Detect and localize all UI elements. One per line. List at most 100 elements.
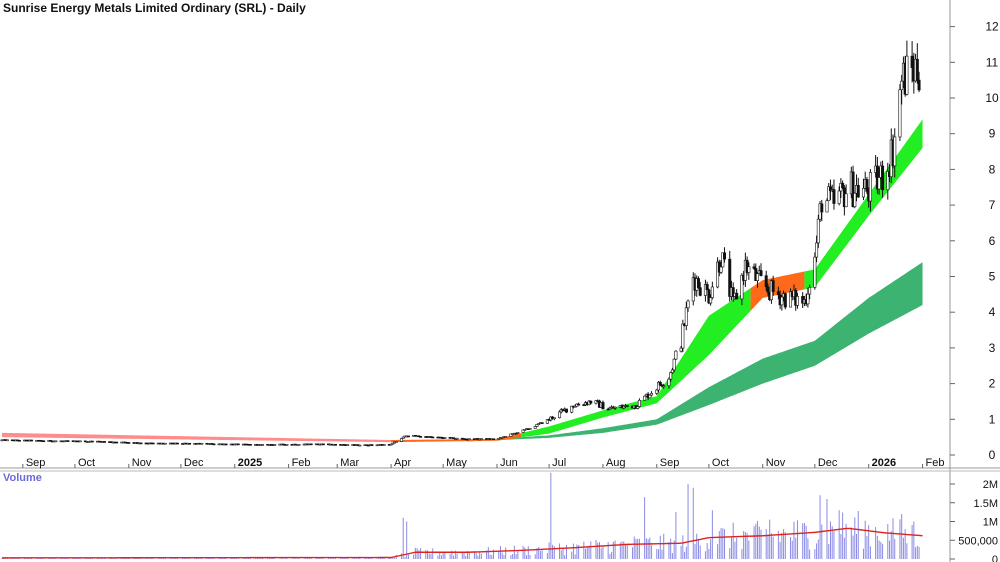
date-tick-label: Nov [766, 457, 786, 469]
candle-body [333, 443, 337, 446]
candle-body [789, 291, 793, 308]
date-tick-label: Apr [394, 457, 411, 469]
candle-body [844, 193, 848, 208]
long-term-band [467, 262, 923, 442]
candle-body [608, 407, 612, 410]
candle-body [707, 289, 711, 304]
candle-body [497, 437, 501, 440]
date-tick-label: Aug [606, 457, 626, 469]
candle-body [514, 432, 518, 435]
price-tick-label: 8 [989, 162, 996, 176]
candle-body [662, 385, 666, 388]
candle-body [5, 439, 9, 442]
candle-body [589, 400, 593, 404]
candle-body [188, 442, 192, 445]
candle-body [740, 274, 744, 300]
date-tick-label: Jun [500, 457, 518, 469]
short-band-down-1 [391, 433, 522, 443]
candle-body [820, 203, 824, 213]
date-axis: Sep Oct Nov Dec 2025 Feb Mar Apr May Jun Jul Aug Sep… [22, 457, 944, 469]
candle-body [613, 406, 617, 409]
candle-body [832, 189, 836, 204]
candle-body [54, 440, 58, 443]
candle-body [151, 442, 155, 445]
candle-body [443, 437, 447, 439]
candle-body [492, 438, 496, 441]
volume-moving-average-line [1, 527, 923, 559]
short-band-early [2, 432, 392, 443]
candle-body [696, 278, 700, 288]
candle-body [915, 58, 919, 81]
date-tick-label: Nov [132, 457, 152, 469]
candle-body [455, 437, 459, 440]
candle-body [637, 399, 641, 407]
candle-body [236, 443, 240, 446]
candle-body [115, 441, 119, 444]
candle-body [900, 80, 904, 91]
date-tick-label: Dec [818, 457, 838, 469]
candle-body [780, 296, 784, 306]
candle-body [735, 292, 739, 300]
candle-body [406, 435, 410, 438]
candle-body [545, 419, 549, 424]
candle-body [509, 433, 513, 437]
date-tick-label: Sep [26, 457, 46, 469]
candle-body [127, 442, 131, 444]
candle-body [681, 323, 685, 349]
candle-body [382, 444, 386, 446]
candle-body [648, 394, 652, 399]
candle-body [625, 405, 629, 407]
candle-body [709, 297, 713, 304]
price-tick-label: 4 [989, 305, 996, 319]
date-tick-label: Oct [712, 457, 729, 469]
candle-body [825, 200, 829, 213]
candle-body [670, 369, 674, 373]
candle-body [224, 443, 228, 446]
candle-body [806, 293, 810, 305]
volume-tick-label: 1.5M [974, 498, 998, 510]
candle-body [175, 442, 179, 445]
candle-body [837, 190, 841, 204]
candle-body [868, 172, 872, 202]
candle-body [577, 403, 581, 406]
candle-body [479, 438, 483, 440]
candle-body [42, 440, 46, 443]
candle-body [815, 242, 819, 258]
candle-body [452, 437, 456, 439]
price-tick-label: 3 [989, 341, 996, 355]
candle-body [516, 432, 520, 434]
candle-body [764, 275, 768, 288]
date-tick-label: Oct [78, 457, 95, 469]
candle-body [504, 436, 508, 438]
candle-body [467, 438, 471, 440]
candle-body [716, 261, 720, 288]
candle-body [139, 442, 143, 445]
candle-body [853, 192, 857, 208]
date-tick-label: Dec [184, 457, 204, 469]
candle-body [102, 441, 106, 443]
volume-tick-label: 500,000 [958, 535, 998, 547]
price-tick-label: 11 [986, 55, 999, 69]
date-tick-label: Mar [340, 457, 359, 469]
candle-body [200, 442, 204, 445]
date-tick-label: Jul [552, 457, 566, 469]
candle-body [710, 286, 714, 298]
candle-body [856, 185, 860, 198]
candle-body [261, 443, 265, 446]
candle-body [667, 378, 671, 387]
candle-body [66, 440, 70, 442]
candle-body [401, 436, 405, 439]
candle-body [816, 218, 820, 244]
candle-body [752, 266, 756, 269]
candle-body [558, 411, 562, 419]
candle-body [606, 408, 610, 411]
candle-body [813, 256, 817, 288]
candle-body [552, 417, 556, 420]
candle-body [564, 408, 568, 413]
candle-body [745, 259, 749, 273]
candle-body [655, 389, 659, 394]
price-tick-label: 10 [985, 91, 999, 105]
candle-body [756, 273, 760, 281]
candle-body [686, 300, 690, 309]
